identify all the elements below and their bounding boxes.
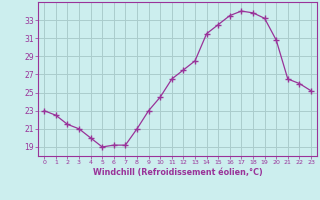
X-axis label: Windchill (Refroidissement éolien,°C): Windchill (Refroidissement éolien,°C): [93, 168, 262, 177]
